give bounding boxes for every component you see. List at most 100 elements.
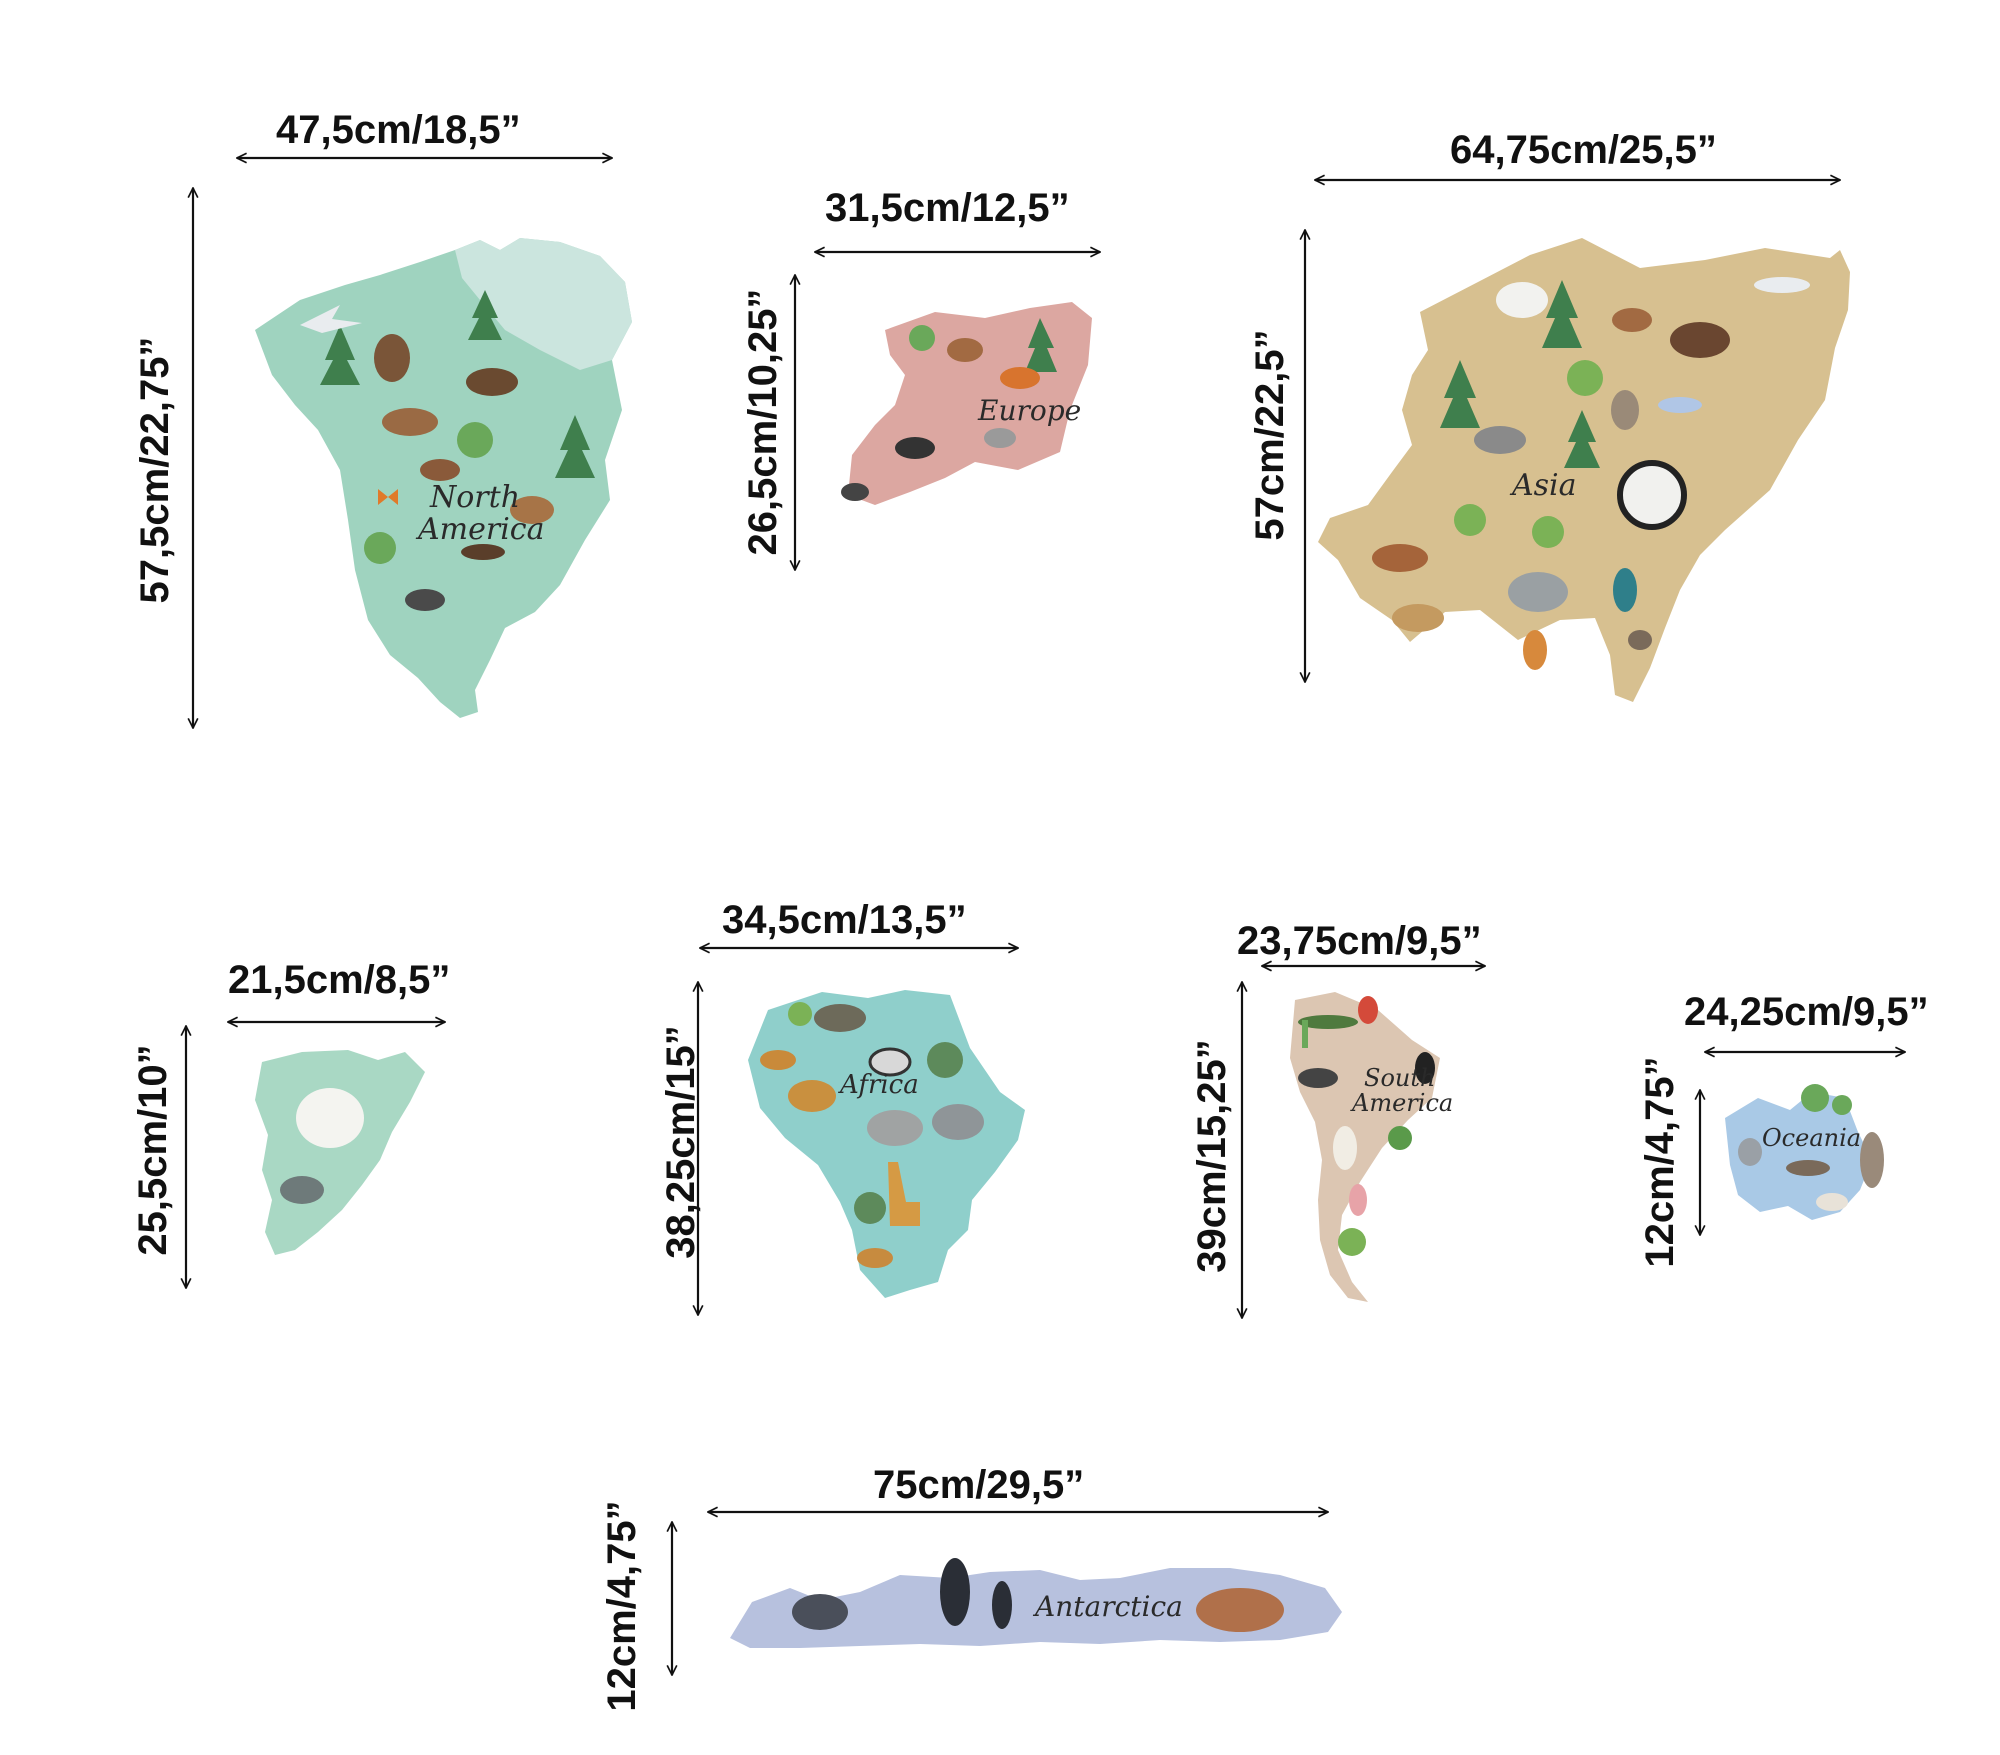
tiger-icon (1523, 630, 1547, 670)
kangaroo-icon (1860, 1132, 1884, 1188)
zebra-icon (868, 1047, 912, 1077)
south-america-shape (1290, 992, 1440, 1302)
polar-bear-icon (1496, 282, 1548, 318)
greenland-width-label: 21,5cm/8,5” (228, 958, 451, 1002)
deer-icon (947, 338, 983, 362)
polar-bear-icon (296, 1088, 364, 1148)
peacock-icon (1613, 568, 1637, 612)
antarctica-piece (730, 1558, 1342, 1648)
tree-icon (457, 422, 493, 458)
palm-tree-icon (1567, 360, 1603, 396)
rhino-icon (867, 1110, 923, 1146)
baobab-tree-icon (927, 1042, 963, 1078)
palm-tree-icon (1338, 1228, 1366, 1256)
wombat-icon (1816, 1193, 1848, 1211)
tree-icon (364, 532, 396, 564)
elephant-icon (1508, 572, 1568, 612)
elephant-icon (932, 1104, 984, 1140)
emperor-penguin-icon (992, 1581, 1012, 1629)
oceania-width-label: 24,25cm/9,5” (1684, 990, 1929, 1034)
antarctica-width-label: 75cm/29,5” (873, 1463, 1085, 1507)
palm-tree-icon (1454, 504, 1486, 536)
africa-piece (748, 990, 1025, 1298)
badger-icon (405, 589, 445, 611)
pine-tree-icon (320, 325, 360, 385)
south-america-piece (1290, 992, 1440, 1302)
gazelle-icon (760, 1050, 796, 1070)
wildebeest-icon (814, 1004, 866, 1032)
crane-bird-icon (1754, 277, 1810, 293)
eagle-icon (461, 544, 505, 560)
dimension-arrows (186, 158, 1905, 1675)
pine-tree-icon (1542, 280, 1582, 348)
crocodile-icon (1298, 1015, 1358, 1029)
south-america-height-label: 39cm/15,25” (1190, 1039, 1234, 1273)
seal-icon (280, 1176, 324, 1204)
oceania-piece (1725, 1084, 1884, 1220)
pine-tree-icon (1025, 318, 1057, 372)
south-america-name-line1: South (1364, 1064, 1436, 1092)
boar-icon (841, 483, 869, 501)
parrot-icon (1358, 996, 1378, 1024)
europe-height-label: 26,5cm/10,25” (741, 288, 785, 556)
flamingo-icon (1349, 1184, 1367, 1216)
europe-name: Europe (978, 394, 1082, 427)
greenland-height-label: 25,5cm/10” (131, 1044, 175, 1256)
beaver-icon (420, 459, 460, 481)
monkey-icon (1628, 630, 1652, 650)
llama-icon (1333, 1126, 1357, 1170)
fox-icon (1611, 390, 1639, 430)
lion-icon (788, 1080, 836, 1112)
asia-shape (1318, 238, 1850, 702)
antarctica-name: Antarctica (1035, 1590, 1183, 1623)
north-america-name: North America (418, 482, 545, 545)
tree-icon (909, 325, 935, 351)
dolphin-icon (1658, 397, 1702, 413)
walrus-icon (1196, 1588, 1284, 1632)
seal-icon (792, 1594, 848, 1630)
pine-tree-icon (1564, 410, 1600, 468)
oceania-shape (1725, 1092, 1872, 1220)
emperor-penguin-icon (940, 1558, 970, 1626)
chameleon-icon (1388, 1126, 1412, 1150)
crane-bird-icon (300, 305, 362, 333)
wolf-icon (1474, 426, 1526, 454)
fox-icon (1000, 367, 1040, 389)
pine-tree-icon (468, 290, 502, 340)
giraffe-icon (888, 1162, 920, 1226)
greenland-shape (255, 1050, 425, 1255)
koala-icon (1738, 1138, 1762, 1166)
north-america-arctic-shape (455, 238, 632, 370)
tree-icon (1801, 1084, 1829, 1112)
horse-icon (1372, 544, 1428, 572)
antelope-icon (857, 1248, 893, 1268)
oceania-name: Oceania (1762, 1124, 1862, 1152)
asia-piece (1318, 238, 1850, 702)
north-america-name-line1: North (430, 480, 521, 515)
greenland-piece (255, 1050, 425, 1255)
europe-piece (841, 302, 1092, 505)
antarctica-shape (730, 1568, 1342, 1648)
caribou-icon (382, 408, 438, 436)
cow-icon (895, 437, 935, 459)
bear-icon (374, 334, 410, 382)
south-america-name-line2: America (1352, 1089, 1454, 1118)
africa-width-label: 34,5cm/13,5” (722, 898, 967, 942)
asia-height-label: 57cm/22,5” (1248, 329, 1292, 541)
anteater-icon (1298, 1068, 1338, 1088)
cactus-icon (1302, 1020, 1308, 1048)
africa-height-label: 38,25cm/15” (659, 1025, 703, 1259)
panda-icon (1617, 460, 1687, 530)
tree-icon (1832, 1095, 1852, 1115)
north-america-width-label: 47,5cm/18,5” (276, 108, 521, 152)
europe-width-label: 31,5cm/12,5” (825, 186, 1070, 230)
antarctica-height-label: 12cm/4,75” (600, 1500, 644, 1712)
pine-tree-icon (1440, 360, 1480, 428)
butterfly-icon (378, 489, 398, 505)
palm-tree-icon (1532, 516, 1564, 548)
oceania-height-label: 12cm/4,75” (1638, 1056, 1682, 1268)
deer-icon (510, 496, 554, 524)
asia-name: Asia (1512, 468, 1577, 503)
south-america-width-label: 23,75cm/9,5” (1237, 919, 1482, 963)
